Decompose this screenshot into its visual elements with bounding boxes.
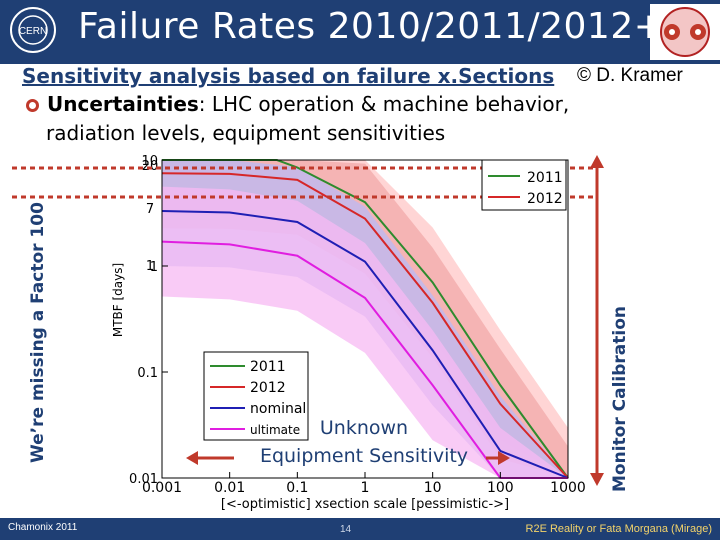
- y-tick-label: 0.01: [129, 472, 158, 487]
- legend-label-2011: 2011: [527, 170, 563, 186]
- x-axis-label: [<-optimistic] xsection scale [pessimist…: [221, 497, 509, 512]
- author-credit: © D. Kramer: [577, 65, 683, 86]
- x-tick-label: 100: [487, 480, 514, 496]
- x-tick-label: 0.001: [142, 480, 182, 496]
- x-tick-label: 10: [424, 480, 442, 496]
- y-axis-label: MTBF [days]: [111, 263, 125, 337]
- footer-bar: Chamonix 2011 14 R2E Reality or Fata Mor…: [0, 518, 720, 540]
- unknown-label-1: Unknown: [320, 417, 408, 439]
- x-tick-label: 1000: [550, 480, 586, 496]
- calibration-arrow-head-down: [590, 473, 604, 486]
- header-bar: CERN Failure Rates 2010/2011/2012++: [0, 0, 720, 64]
- bullet-text-line2: radiation levels, equipment sensitivitie…: [46, 121, 446, 145]
- y-extra-label: 7: [146, 202, 154, 217]
- legend-label-ultimate: ultimate: [250, 423, 300, 437]
- y-tick-label: 10: [141, 154, 158, 169]
- bullet-text: : LHC operation & machine behavior,: [198, 92, 570, 116]
- legend-label-2012: 2012: [527, 191, 563, 207]
- bullet-icon: [26, 99, 39, 112]
- bullet-label: Uncertainties: [47, 92, 199, 116]
- series-line-2012: [161, 172, 569, 479]
- cern-logo-icon: CERN: [10, 7, 56, 53]
- legend-label-2012: 2012: [250, 380, 286, 396]
- x-tick-label: 0.1: [286, 480, 308, 496]
- legend-top-box: [481, 159, 567, 211]
- series-line-nominal: [161, 210, 569, 479]
- legend-label-nominal: nominal: [250, 401, 306, 417]
- right-arrow-head: [498, 451, 510, 465]
- bullet-item: Uncertainties: LHC operation & machine b…: [26, 92, 569, 116]
- y-tick-label: 0.1: [137, 366, 158, 381]
- calibration-arrow-head-up: [590, 155, 604, 168]
- left-arrow-head: [186, 451, 198, 465]
- footer-title: R2E Reality or Fata Morgana (Mirage): [525, 523, 712, 535]
- lhc-beam-crosssection-icon: [650, 4, 720, 60]
- slide-subtitle: Sensitivity analysis based on failure x.…: [22, 64, 555, 88]
- x-tick-label: 1: [361, 480, 370, 496]
- y-tick-label: 1: [150, 260, 158, 275]
- page-number: 14: [340, 524, 352, 535]
- unknown-label-2: Equipment Sensitivity: [260, 445, 468, 467]
- band-ultimate: [162, 186, 568, 479]
- legend-label-2011: 2011: [250, 359, 286, 375]
- x-tick-label: 0.01: [214, 480, 245, 496]
- footer-event: Chamonix 2011: [8, 522, 78, 533]
- svg-text:CERN: CERN: [19, 26, 47, 37]
- y-extra-label: 1: [146, 259, 154, 274]
- slide-title: Failure Rates 2010/2011/2012++: [78, 6, 696, 47]
